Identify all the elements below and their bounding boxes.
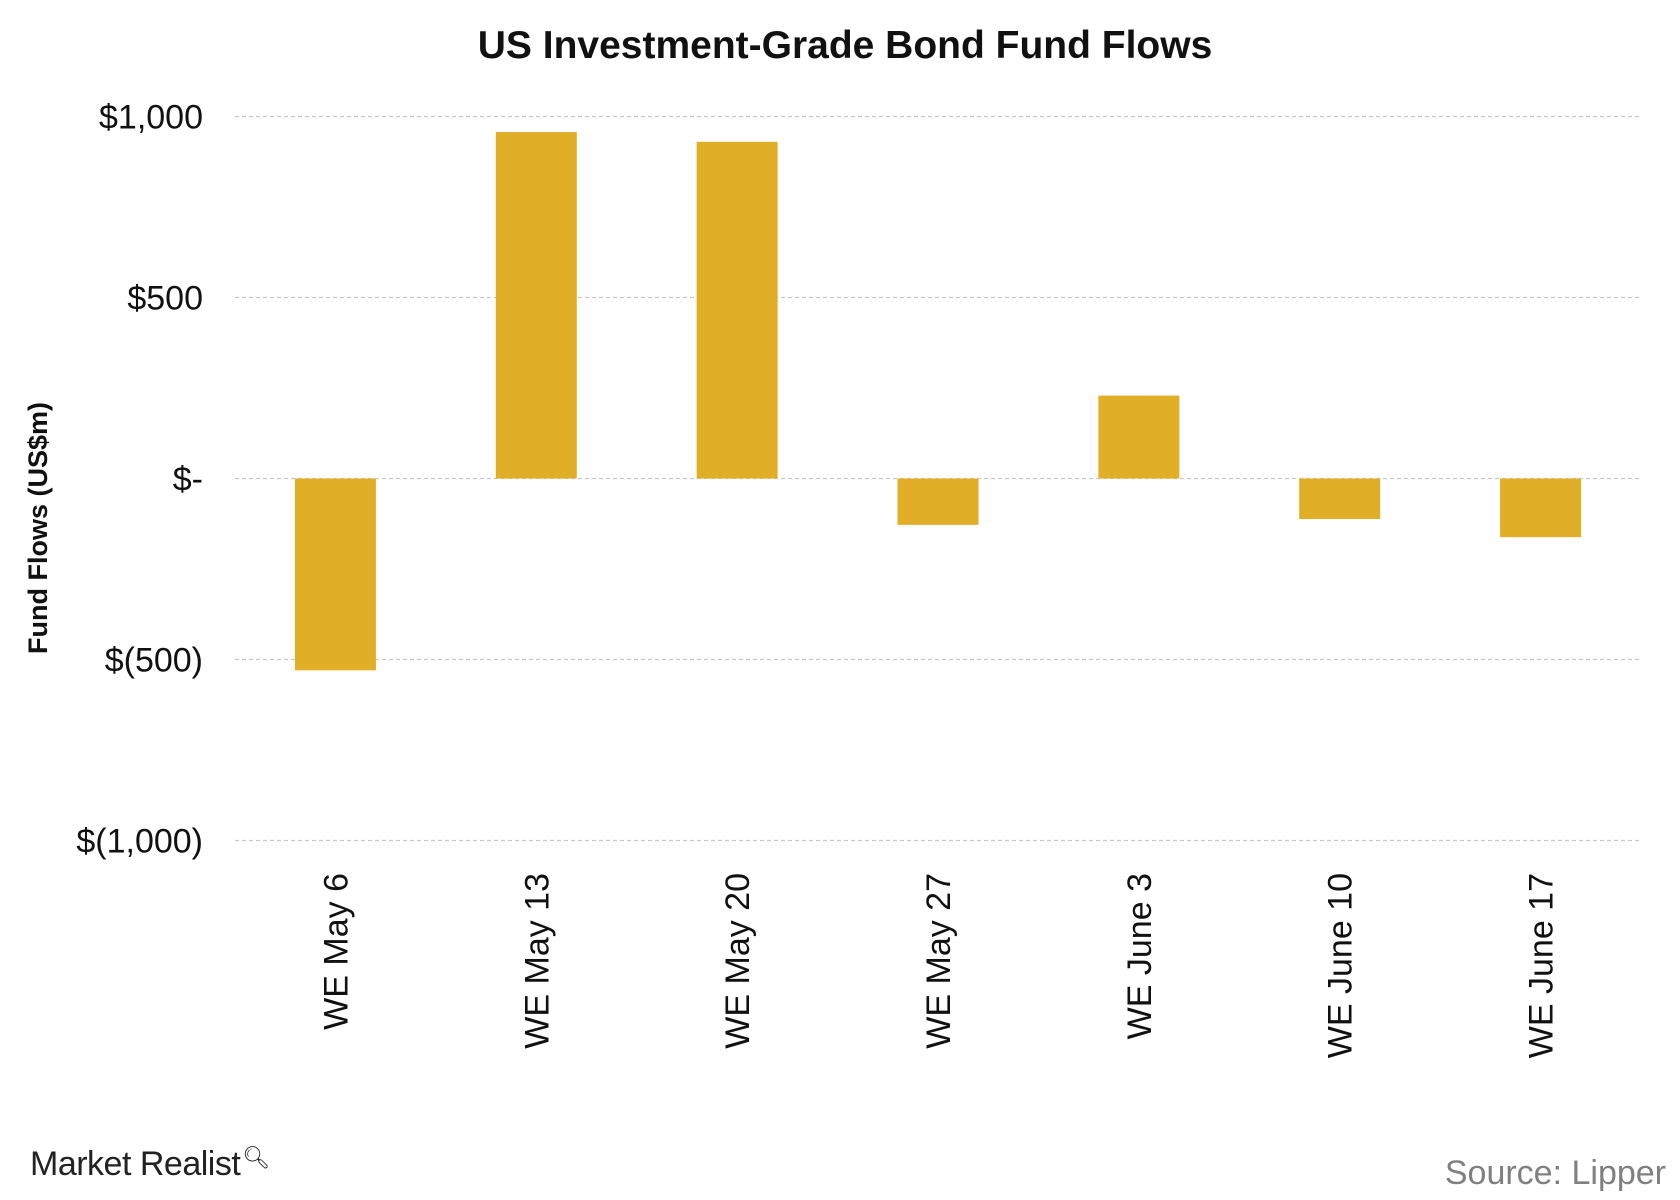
x-tick-label: WE May 13 [518, 873, 556, 1049]
x-tick-label: WE June 10 [1322, 873, 1360, 1058]
y-tick-label: $(500) [105, 642, 203, 680]
bar-we-june-3 [1098, 395, 1180, 479]
y-axis-ticks: $1,000 $500 $- $(500) $(1,000) [76, 99, 203, 861]
chart-title: US Investment-Grade Bond Fund Flows [477, 24, 1213, 67]
y-tick-label: $- [173, 461, 203, 499]
bars [294, 132, 1582, 671]
y-tick-label: $500 [127, 280, 203, 318]
magnifier-chart-icon: 🔍︎ [242, 1145, 270, 1170]
bar-we-may-20 [696, 141, 778, 479]
x-tick-label: WE May 27 [920, 873, 958, 1049]
bar-we-may-27 [897, 478, 979, 525]
y-axis-label: Fund Flows (US$m) [23, 402, 53, 654]
y-tick-label: $(1,000) [76, 823, 203, 861]
bar-we-june-17 [1500, 478, 1582, 538]
x-tick-label: WE June 17 [1523, 873, 1561, 1058]
source-note: Source: Lipper [1444, 1154, 1666, 1192]
x-tick-label: WE May 6 [317, 873, 355, 1030]
x-axis-ticks: WE May 6 WE May 13 WE May 20 WE May 27 WE Ju… [317, 873, 1560, 1058]
bar-we-may-13 [495, 132, 577, 479]
logo-text: Market Realist [30, 1145, 241, 1183]
y-tick-label: $1,000 [99, 99, 203, 137]
bar-we-june-10 [1299, 478, 1381, 520]
x-tick-label: WE June 3 [1121, 873, 1159, 1039]
market-realist-logo: Market Realist🔍︎ [30, 1145, 270, 1184]
bar-we-may-6 [294, 478, 376, 671]
x-tick-label: WE May 20 [719, 873, 757, 1049]
